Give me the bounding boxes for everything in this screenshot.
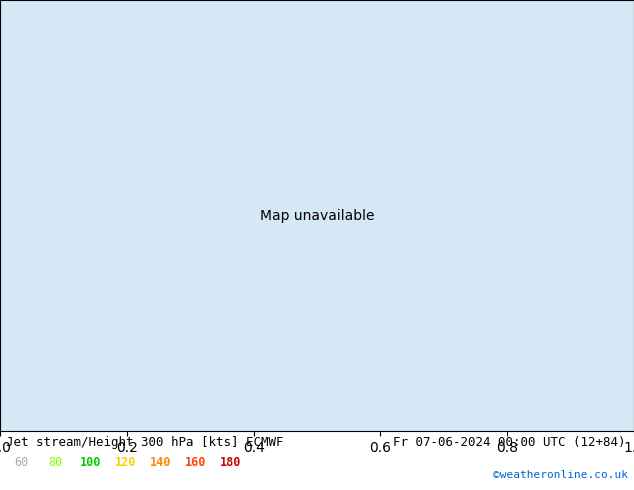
Text: 100: 100 (80, 456, 101, 469)
Text: Fr 07-06-2024 00:00 UTC (12+84): Fr 07-06-2024 00:00 UTC (12+84) (393, 436, 626, 449)
Text: 120: 120 (115, 456, 136, 469)
Text: 160: 160 (184, 456, 206, 469)
Text: Jet stream/Height 300 hPa [kts] ECMWF: Jet stream/Height 300 hPa [kts] ECMWF (6, 436, 284, 449)
Text: Map unavailable: Map unavailable (260, 209, 374, 222)
Text: 180: 180 (219, 456, 241, 469)
Text: 60: 60 (14, 456, 28, 469)
Text: ©weatheronline.co.uk: ©weatheronline.co.uk (493, 470, 628, 480)
Text: 80: 80 (49, 456, 63, 469)
Text: 140: 140 (150, 456, 171, 469)
